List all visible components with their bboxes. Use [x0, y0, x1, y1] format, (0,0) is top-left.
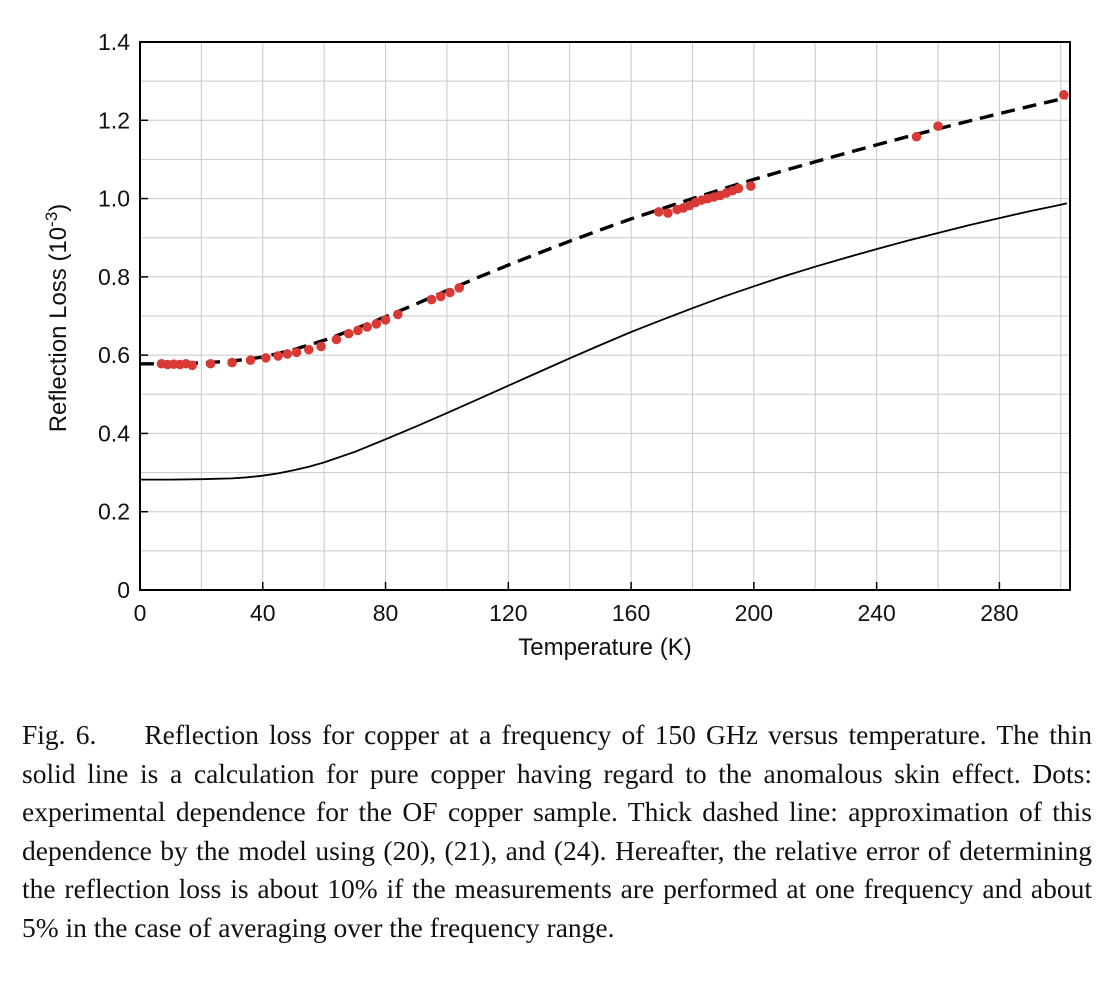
- grid: [140, 42, 1070, 590]
- x-axis-ticks: 0 40 80 120 160 200 240 280: [134, 582, 1019, 626]
- y-axis-title-exponent: -3: [42, 212, 61, 227]
- x-tick-label: 160: [612, 600, 650, 626]
- data-point: [245, 355, 256, 366]
- figure-label: Fig. 6.: [22, 719, 97, 750]
- x-tick-label: 200: [735, 600, 773, 626]
- x-tick-label: 0: [134, 600, 147, 626]
- y-axis-title-main: Reflection Loss (10: [45, 227, 72, 432]
- x-tick-label: 240: [857, 600, 895, 626]
- y-tick-label: 0: [117, 577, 130, 603]
- plot-frame: [139, 41, 1071, 591]
- data-point: [745, 181, 756, 191]
- calculated-curve: [140, 202, 1068, 481]
- data-point: [291, 347, 302, 358]
- figure-caption: Fig. 6. Reflection loss for copper at a f…: [22, 716, 1092, 948]
- data-point: [454, 283, 465, 293]
- data-point: [933, 121, 943, 131]
- model-dashed-line: [140, 95, 1068, 366]
- data-point: [911, 131, 922, 142]
- y-tick-label: 1.4: [98, 29, 130, 55]
- data-point: [445, 287, 455, 298]
- data-point: [362, 322, 372, 332]
- data-point: [380, 315, 391, 325]
- data-point: [316, 341, 326, 352]
- data-point: [343, 328, 354, 339]
- data-point: [261, 353, 271, 363]
- chart: 0 40 80 120 160 200 240 280 0 0.2 0.4 0.6 0.8 1.0 1.2…: [42, 29, 1071, 661]
- y-axis-title-close: ): [45, 204, 72, 212]
- experimental-dots: [156, 90, 1069, 371]
- y-axis-ticks: 0 0.2 0.4 0.6 0.8 1.0 1.2 1.4: [98, 29, 148, 603]
- x-axis-title: Temperature (K): [518, 634, 691, 661]
- x-tick-label: 280: [980, 600, 1018, 626]
- data-point: [426, 294, 437, 305]
- y-tick-label: 0.8: [98, 264, 130, 290]
- data-point: [371, 319, 382, 329]
- x-tick-label: 40: [250, 600, 276, 626]
- y-tick-label: 0.6: [98, 342, 130, 368]
- data-point: [187, 360, 197, 371]
- y-axis-title: Reflection Loss (10-3): [42, 204, 73, 433]
- data-point: [205, 358, 216, 369]
- data-point: [331, 334, 342, 345]
- y-tick-label: 0.2: [98, 499, 130, 525]
- data-point: [733, 183, 744, 194]
- data-point: [663, 208, 673, 218]
- calculated-line: [140, 202, 1068, 481]
- y-tick-label: 1.2: [98, 107, 130, 133]
- y-tick-label: 0.4: [98, 420, 130, 446]
- data-point: [282, 349, 293, 359]
- model-approximation-curve: [140, 95, 1068, 366]
- data-point: [1059, 90, 1069, 100]
- data-point: [393, 309, 403, 320]
- figure-caption-text: Reflection loss for copper at a frequenc…: [22, 719, 1093, 943]
- x-tick-label: 120: [489, 600, 527, 626]
- x-tick-label: 80: [373, 600, 399, 626]
- data-point: [653, 207, 664, 217]
- data-point: [273, 351, 283, 361]
- data-point: [353, 325, 363, 336]
- data-point: [227, 357, 237, 368]
- data-point: [435, 291, 446, 302]
- data-point: [304, 344, 314, 355]
- y-tick-label: 1.0: [98, 186, 130, 212]
